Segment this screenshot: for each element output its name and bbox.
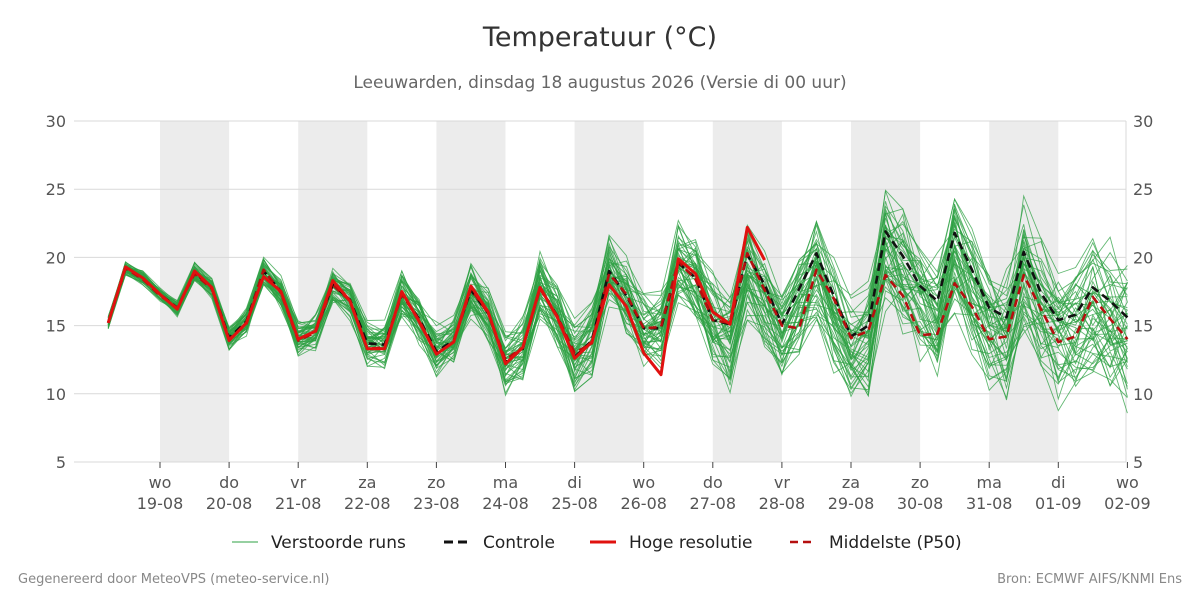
ensemble-member-38 xyxy=(107,232,1128,373)
series-line-hoge-resolutie xyxy=(106,225,766,377)
ensemble-member-42 xyxy=(107,189,1128,342)
legend-label-3: Middelste (P50) xyxy=(829,533,962,553)
y-tick-right-25: 25 xyxy=(1133,180,1153,199)
y-tick-right-10: 10 xyxy=(1133,385,1153,404)
x-tick-date-3: 22-08 xyxy=(344,494,391,513)
x-tick-day-8: do xyxy=(703,473,723,492)
x-tick-date-9: 28-08 xyxy=(759,494,806,513)
ensemble-member-35 xyxy=(107,235,1128,386)
y-tick-left-30: 30 xyxy=(46,112,66,131)
x-tick-date-13: 01-09 xyxy=(1035,494,1082,513)
y-tick-left-10: 10 xyxy=(46,385,66,404)
ensemble-member-49 xyxy=(107,240,1128,383)
x-tick-date-11: 30-08 xyxy=(897,494,944,513)
x-tick-day-1: do xyxy=(219,473,239,492)
ensemble-member-48 xyxy=(107,245,1128,383)
x-tick-day-7: wo xyxy=(632,473,655,492)
x-tick-day-9: vr xyxy=(774,473,790,492)
x-tick-date-7: 26-08 xyxy=(620,494,667,513)
x-tick-day-6: di xyxy=(567,473,582,492)
x-tick-day-14: wo xyxy=(1116,473,1139,492)
x-tick-day-2: vr xyxy=(290,473,306,492)
x-tick-date-8: 27-08 xyxy=(690,494,737,513)
shading-band-0 xyxy=(160,121,230,462)
y-tick-left-25: 25 xyxy=(46,180,66,199)
x-tick-date-10: 29-08 xyxy=(828,494,875,513)
x-tick-day-11: zo xyxy=(911,473,929,492)
footer-source: Bron: ECMWF AIFS/KNMI Ens xyxy=(997,572,1182,587)
y-tick-left-20: 20 xyxy=(46,248,66,267)
x-tick-date-6: 25-08 xyxy=(551,494,598,513)
x-tick-date-12: 31-08 xyxy=(966,494,1013,513)
y-tick-right-5: 5 xyxy=(1133,453,1143,472)
y-tick-right-15: 15 xyxy=(1133,317,1153,336)
x-tick-day-12: ma xyxy=(977,473,1002,492)
x-tick-day-4: zo xyxy=(427,473,445,492)
y-tick-right-20: 20 xyxy=(1133,248,1153,267)
ensemble-member-37 xyxy=(107,247,1128,387)
y-tick-left-15: 15 xyxy=(46,317,66,336)
x-tick-date-1: 20-08 xyxy=(206,494,253,513)
ensemble-member-40 xyxy=(107,207,1128,360)
x-tick-day-10: za xyxy=(842,473,860,492)
footer-generator: Gegenereerd door MeteoVPS (meteo-service… xyxy=(18,572,330,587)
x-tick-date-4: 23-08 xyxy=(413,494,460,513)
x-tick-day-3: za xyxy=(358,473,376,492)
chart-subtitle: Leeuwarden, dinsdag 18 augustus 2026 (Ve… xyxy=(353,73,847,93)
y-tick-right-30: 30 xyxy=(1133,112,1153,131)
legend-label-0: Verstoorde runs xyxy=(271,533,406,553)
x-tick-day-5: ma xyxy=(493,473,518,492)
y-tick-left-5: 5 xyxy=(56,453,66,472)
x-tick-date-14: 02-09 xyxy=(1104,494,1151,513)
x-tick-day-0: wo xyxy=(149,473,172,492)
x-tick-date-5: 24-08 xyxy=(482,494,529,513)
ensemble-member-45 xyxy=(107,190,1128,350)
x-tick-date-2: 21-08 xyxy=(275,494,322,513)
x-tick-date-0: 19-08 xyxy=(137,494,184,513)
legend-label-2: Hoge resolutie xyxy=(629,533,753,553)
x-tick-day-13: di xyxy=(1051,473,1066,492)
legend-label-1: Controle xyxy=(483,533,555,553)
chart-title: Temperatuur (°C) xyxy=(482,22,718,53)
